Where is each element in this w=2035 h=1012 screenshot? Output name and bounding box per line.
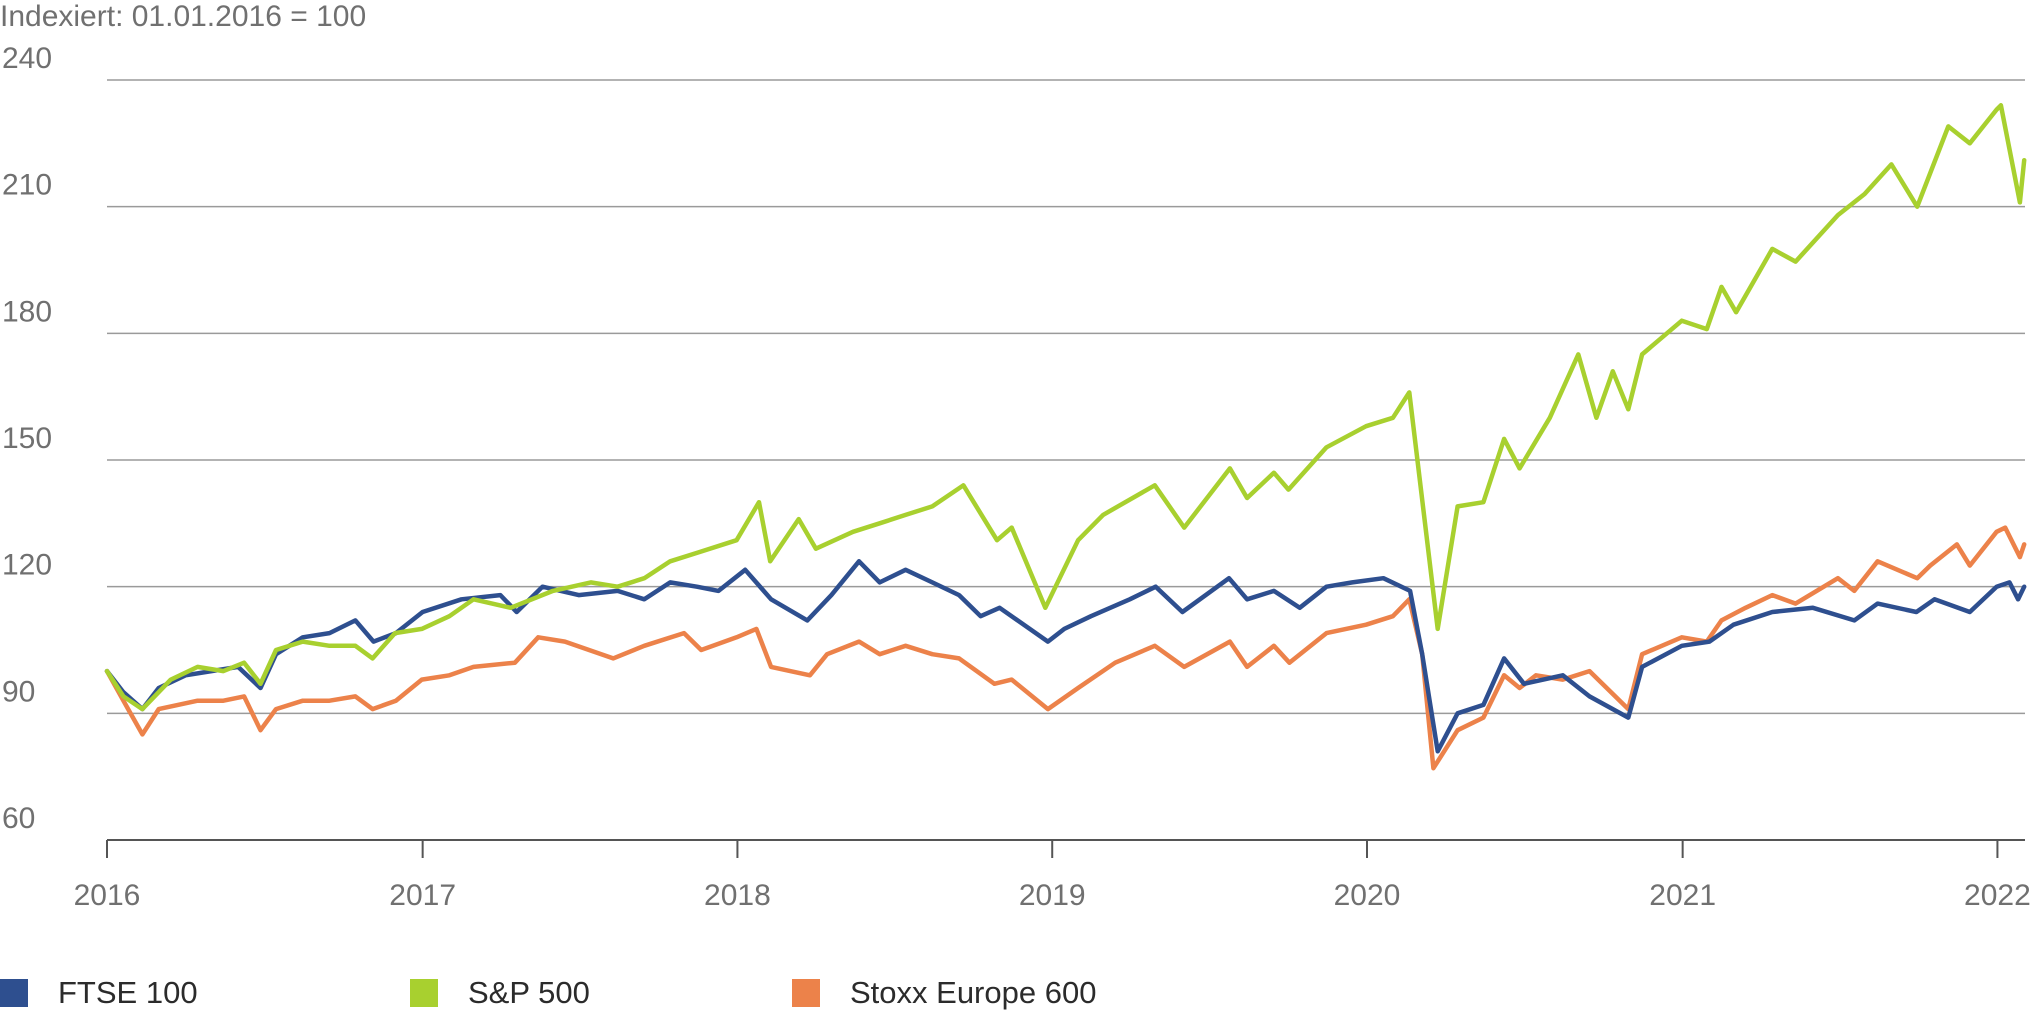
x-tick-label: 2019	[1019, 879, 1086, 912]
legend-swatch-sp-500	[410, 979, 438, 1007]
line-chart: 60 90 120 150 180 210 240 2016 2017 2018 2019 2020…	[2, 42, 2031, 912]
y-tick-label: 210	[2, 169, 52, 202]
legend-swatch-ftse-100	[0, 979, 28, 1007]
series-line-stoxx-europe-600	[104, 525, 2027, 771]
x-tick-label: 2018	[704, 879, 771, 912]
x-tick-label: 2017	[389, 879, 456, 912]
y-axis-labels: 60 90 120 150 180 210 240	[2, 42, 52, 835]
legend-label-ftse-100: FTSE 100	[58, 975, 198, 1010]
legend-item-sp-500: S&P 500	[410, 975, 590, 1011]
legend-item-stoxx-europe-600: Stoxx Europe 600	[792, 975, 1096, 1011]
y-tick-label: 90	[2, 675, 35, 708]
y-tick-label: 240	[2, 42, 52, 75]
legend-item-ftse-100: FTSE 100	[0, 975, 198, 1011]
series-line-ftse-100	[104, 559, 2027, 754]
y-tick-label: 60	[2, 802, 35, 835]
x-axis-labels: 2016 2017 2018 2019 2020 2021 2022	[74, 879, 2031, 912]
grid-lines	[107, 79, 2025, 841]
y-tick-label: 180	[2, 295, 52, 328]
x-tick-label: 2020	[1334, 879, 1401, 912]
x-axis	[106, 840, 1999, 858]
x-tick-label: 2016	[74, 879, 141, 912]
legend-label-sp-500: S&P 500	[468, 975, 590, 1010]
x-tick-label: 2021	[1649, 879, 1716, 912]
series-lines	[104, 103, 2027, 771]
legend-label-stoxx-europe-600: Stoxx Europe 600	[850, 975, 1097, 1010]
series-line-sp-500	[104, 103, 2027, 712]
y-tick-label: 150	[2, 422, 52, 455]
x-tick-label: 2022	[1964, 879, 2031, 912]
y-tick-label: 120	[2, 549, 52, 582]
legend-swatch-stoxx-europe-600	[792, 979, 820, 1007]
legend: FTSE 100 S&P 500 Stoxx Europe 600	[0, 975, 2035, 1011]
chart-subtitle: Indexiert: 01.01.2016 = 100	[0, 0, 367, 33]
